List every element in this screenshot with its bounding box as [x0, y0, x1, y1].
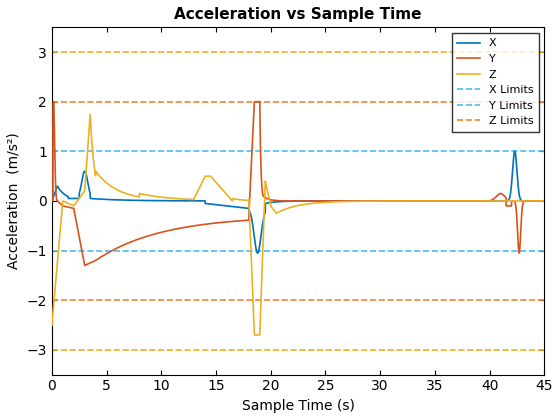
Z	[49, 323, 55, 328]
Z	[251, 332, 258, 337]
Y	[180, 225, 187, 230]
Z	[357, 199, 364, 204]
Y	[357, 198, 364, 203]
Y	[350, 198, 357, 203]
X-axis label: Sample Time (s): Sample Time (s)	[242, 399, 354, 413]
X	[357, 198, 363, 203]
Z	[87, 112, 94, 117]
Y	[533, 198, 540, 203]
X	[511, 149, 518, 154]
X	[77, 188, 83, 193]
Legend: X, Y, Z, X Limits, Y Limits, Z Limits: X, Y, Z, X Limits, Y Limits, Z Limits	[452, 33, 539, 132]
Y	[251, 99, 258, 104]
Y-axis label: Acceleration  (m/s²): Acceleration (m/s²)	[7, 133, 21, 269]
Y	[541, 198, 548, 203]
Y	[437, 198, 444, 203]
Title: Acceleration vs Sample Time: Acceleration vs Sample Time	[174, 7, 422, 22]
X	[49, 198, 55, 203]
Z	[533, 198, 540, 203]
X	[180, 198, 187, 203]
Z	[77, 195, 83, 200]
X	[350, 198, 357, 203]
Line: X: X	[52, 151, 544, 253]
X	[533, 198, 540, 203]
Y	[49, 198, 55, 203]
Z	[437, 198, 444, 203]
Line: Y: Y	[52, 102, 544, 265]
Line: Z: Z	[52, 114, 544, 335]
Y	[81, 263, 88, 268]
Z	[350, 199, 357, 204]
X	[254, 251, 261, 256]
Z	[180, 197, 187, 202]
X	[437, 198, 444, 203]
Z	[541, 198, 548, 203]
Y	[77, 239, 83, 244]
X	[541, 198, 548, 203]
